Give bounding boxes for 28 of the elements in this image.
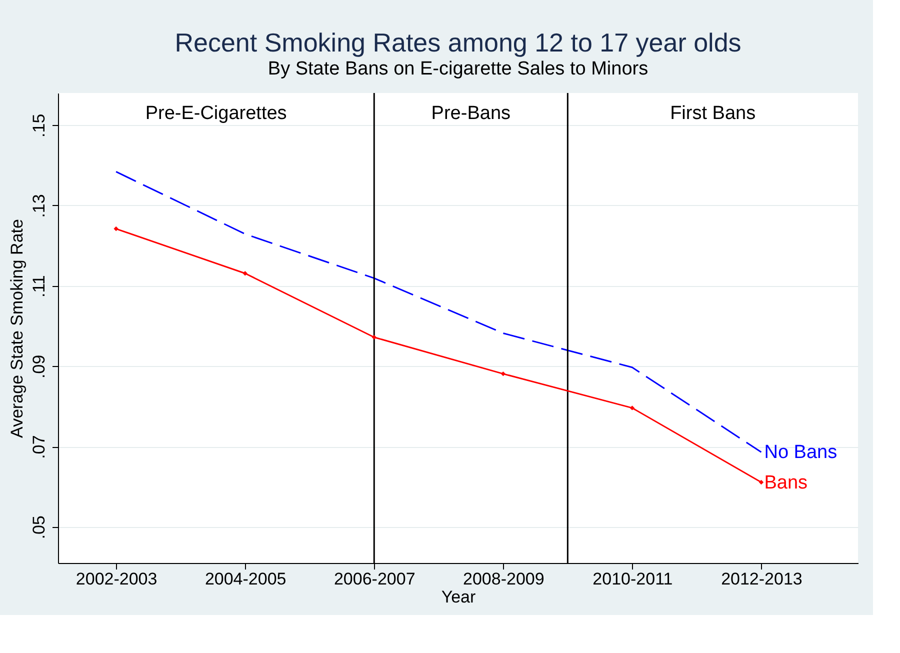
line-series xyxy=(115,170,762,453)
point xyxy=(372,334,376,340)
x-axis-title: Year xyxy=(441,588,476,606)
chart-subtitle: By State Bans on E-cigarette Sales to Minors xyxy=(268,58,648,80)
x-tick-label: 2012-2013 xyxy=(721,570,802,588)
y-axis-title: Average State Smoking Rate xyxy=(8,219,26,438)
chart-title: Recent Smoking Rates among 12 to 17 year olds xyxy=(174,27,742,58)
point xyxy=(114,226,118,232)
point xyxy=(500,371,506,376)
x-tick-label: 2002-2003 xyxy=(76,570,158,588)
point xyxy=(630,406,635,410)
annotation: Pre-Bans xyxy=(431,103,511,124)
annotation: First Bans xyxy=(670,103,756,124)
series-label: No Bans xyxy=(764,442,838,464)
y-tick-label: .13 xyxy=(30,194,48,218)
series-label: Bans xyxy=(764,472,808,494)
x-tick-label: 2004-2005 xyxy=(204,570,286,588)
x-tick-label: 2010-2011 xyxy=(592,570,673,588)
y-tick-label: .11 xyxy=(30,275,48,298)
x-tick-label: 2006-2007 xyxy=(334,570,416,588)
point xyxy=(758,480,764,485)
annotation: Pre-E-Cigarettes xyxy=(145,103,287,124)
y-tick-label: .05 xyxy=(30,516,48,540)
y-tick-label: .07 xyxy=(30,435,48,459)
y-tick-label: .09 xyxy=(30,354,48,378)
x-tick-label: 2008-2009 xyxy=(463,570,544,588)
point xyxy=(242,271,248,276)
y-tick-label: .15 xyxy=(30,114,48,138)
